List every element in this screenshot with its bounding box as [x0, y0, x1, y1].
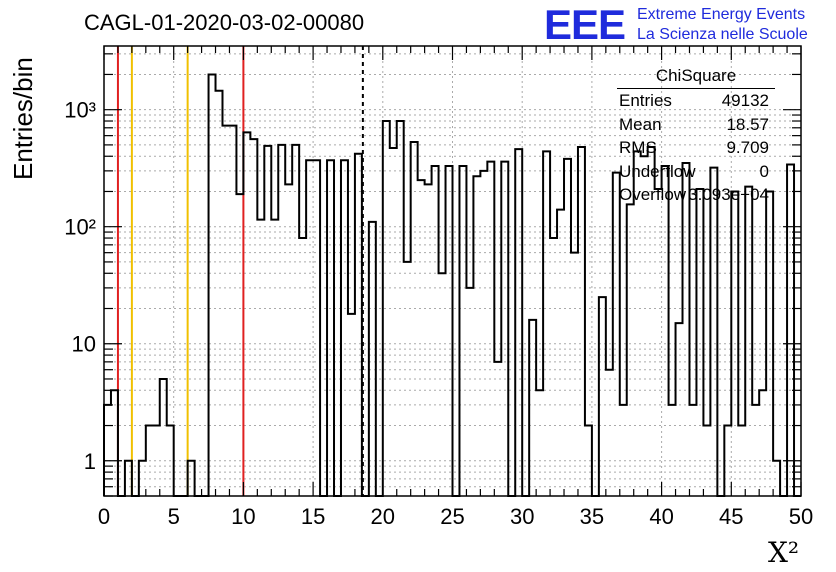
- stat-row-underflow: Underflow 0: [611, 160, 781, 184]
- x-tick-label: 45: [719, 504, 743, 529]
- stats-title: ChiSquare: [617, 66, 775, 89]
- stat-row-rms: RMS 9.709: [611, 136, 781, 160]
- x-axis-label: X²: [768, 536, 799, 569]
- chart-title: CAGL-01-2020-03-02-00080: [84, 10, 364, 36]
- y-tick-label: 10²: [64, 215, 96, 240]
- y-tick-label: 10³: [64, 98, 96, 123]
- stat-row-overflow: Overflow 3.093e+04: [611, 183, 781, 207]
- stat-row-entries: Entries 49132: [611, 89, 781, 113]
- y-tick-label: 10: [72, 332, 96, 357]
- stat-value: 3.093e+04: [688, 183, 769, 207]
- stat-key: Entries: [619, 89, 672, 113]
- x-tick-label: 50: [789, 504, 813, 529]
- x-tick-label: 30: [510, 504, 534, 529]
- stat-row-mean: Mean 18.57: [611, 113, 781, 137]
- stat-key: Overflow: [619, 183, 686, 207]
- stat-key: Underflow: [619, 160, 696, 184]
- stat-key: Mean: [619, 113, 662, 137]
- x-tick-label: 15: [301, 504, 325, 529]
- stat-value: 0: [760, 160, 769, 184]
- stat-value: 9.709: [726, 136, 769, 160]
- stats-box: ChiSquare Entries 49132 Mean 18.57 RMS 9…: [611, 66, 781, 207]
- y-tick-label: 1: [84, 449, 96, 474]
- logo-line-1: Extreme Energy Events: [637, 6, 805, 24]
- y-axis-label: Entries/bin: [8, 57, 39, 180]
- x-tick-label: 10: [231, 504, 255, 529]
- logo-line-2: La Scienza nelle Scuole: [637, 26, 808, 44]
- stat-value: 18.57: [726, 113, 769, 137]
- x-tick-label: 25: [440, 504, 464, 529]
- x-tick-label: 5: [168, 504, 180, 529]
- x-tick-label: 35: [580, 504, 604, 529]
- stat-key: RMS: [619, 136, 657, 160]
- stat-value: 49132: [722, 89, 769, 113]
- x-tick-label: 40: [649, 504, 673, 529]
- x-tick-label: 0: [98, 504, 110, 529]
- eee-logo: EEE: [544, 4, 625, 46]
- x-tick-label: 20: [371, 504, 395, 529]
